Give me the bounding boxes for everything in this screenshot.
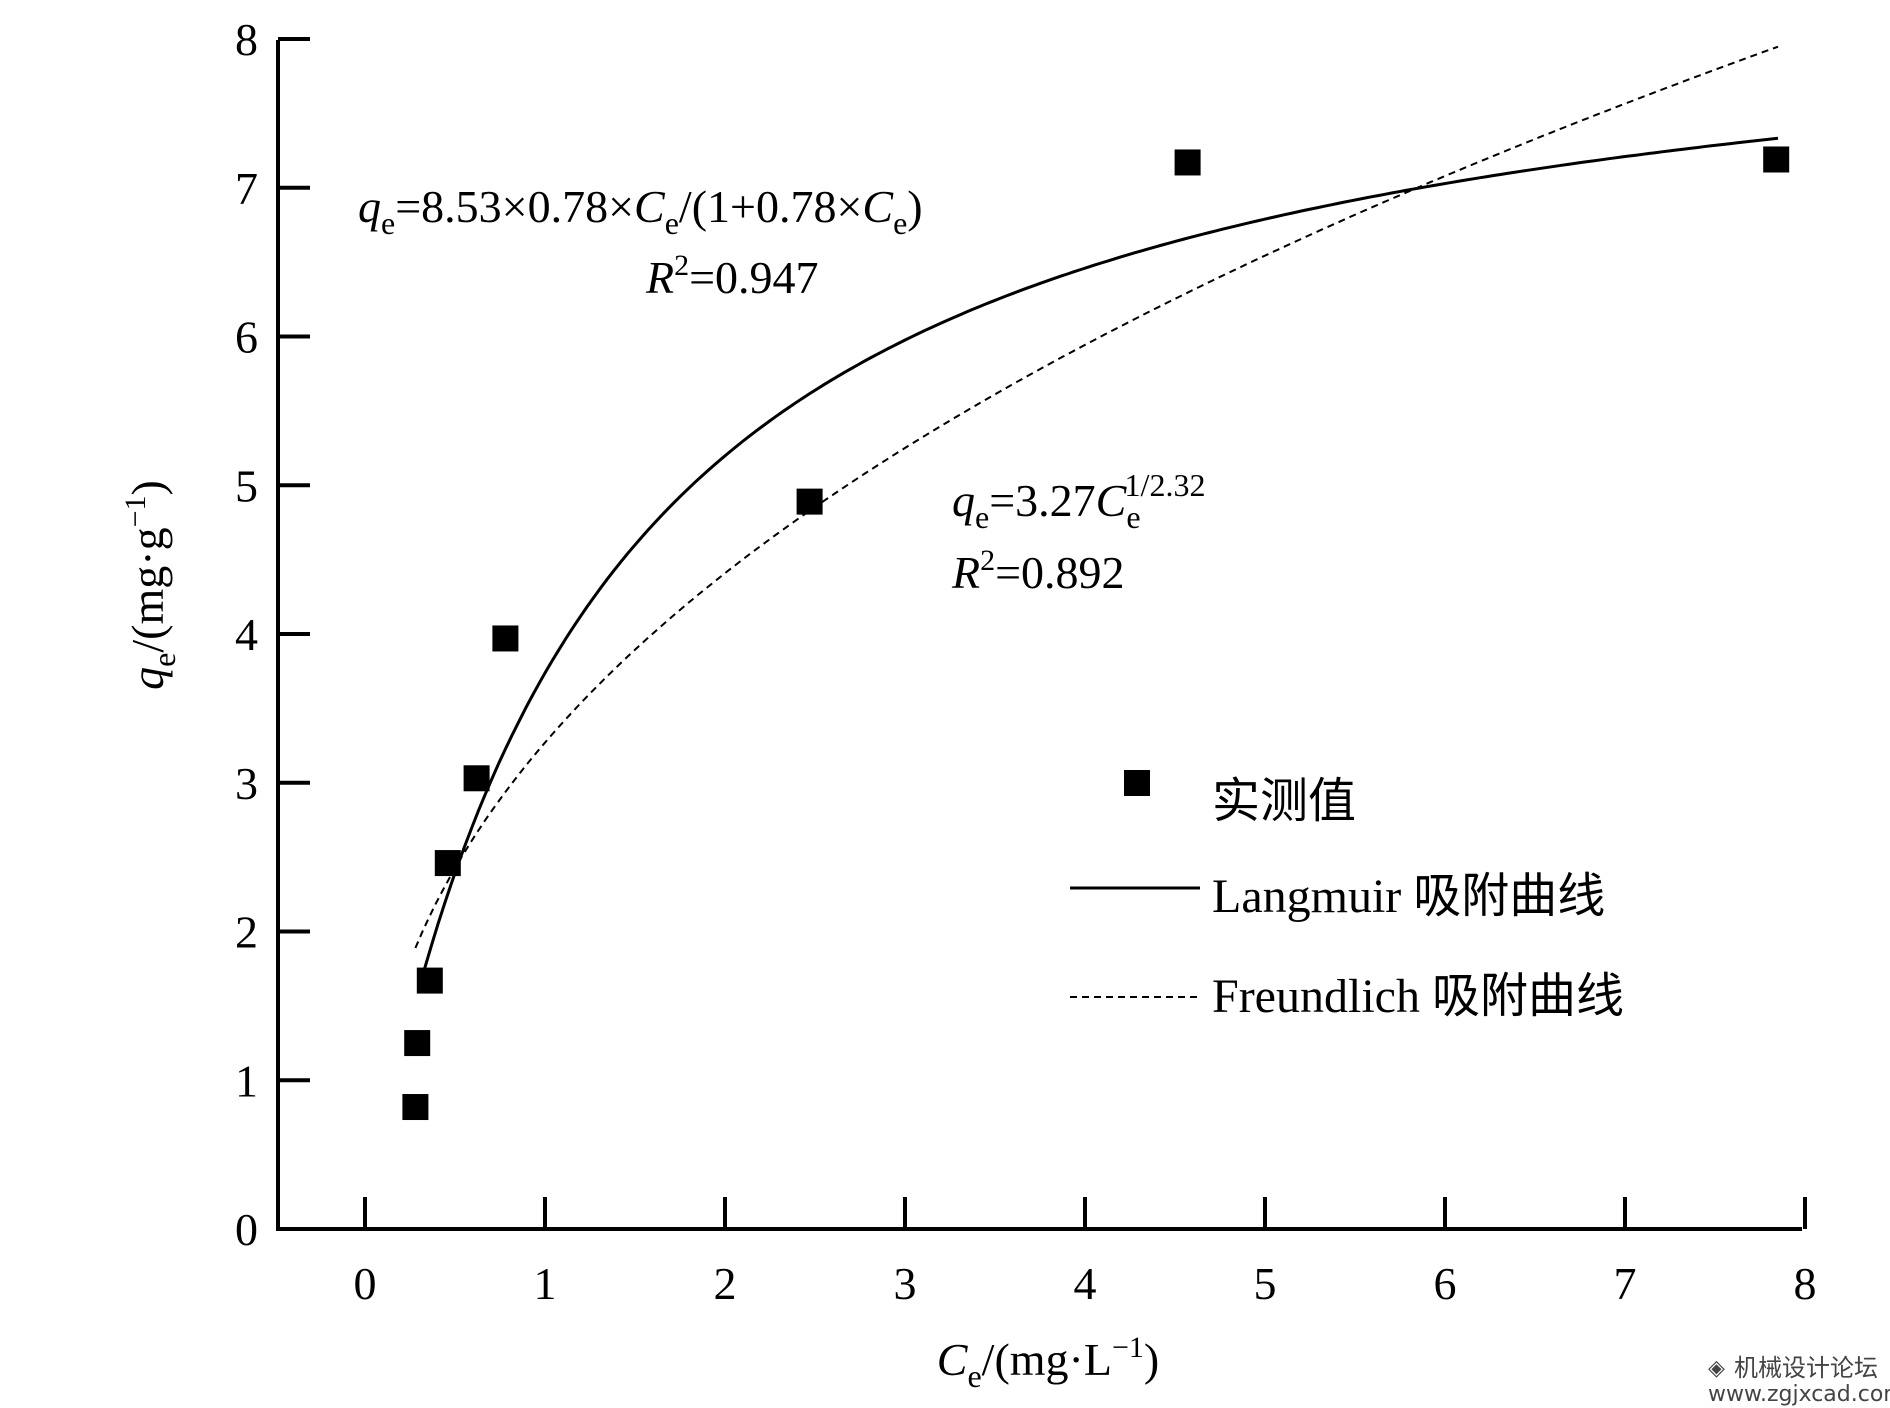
data-point-8 <box>1174 149 1201 176</box>
measured-points <box>402 146 1790 1121</box>
data-point-2 <box>404 1030 431 1057</box>
data-point-6 <box>492 625 519 652</box>
x-axis-ticks: 0 1 2 3 4 5 6 7 8 <box>354 1197 1817 1309</box>
data-point-7 <box>796 488 823 515</box>
x-tick-label-7: 7 <box>1614 1258 1637 1309</box>
x-tick-label-5: 5 <box>1254 1258 1277 1309</box>
data-point-1 <box>402 1094 429 1121</box>
y-tick-label-5: 5 <box>235 460 258 511</box>
x-tick-label-6: 6 <box>1434 1258 1457 1309</box>
y-tick-label-7: 7 <box>235 163 258 214</box>
legend: 实测值 Langmuir 吸附曲线 Freundlich 吸附曲线 <box>1070 770 1624 1023</box>
x-axis-label: Ce/(mg·L−1) <box>937 1331 1159 1394</box>
x-tick-label-0: 0 <box>354 1258 377 1309</box>
legend-label-langmuir: Langmuir 吸附曲线 <box>1212 870 1605 923</box>
y-tick-label-3: 3 <box>235 758 258 809</box>
watermark-url: www.zgjxcad.com <box>1708 1382 1890 1407</box>
freundlich-equation: qe=3.27Ce1/2.32 <box>952 467 1205 535</box>
x-tick-label-1: 1 <box>534 1258 557 1309</box>
fit-curves <box>414 45 1779 970</box>
freundlich-r2: R2=0.892 <box>951 544 1125 598</box>
data-point-5 <box>463 765 490 792</box>
langmuir-r2: R2=0.947 <box>645 249 819 303</box>
y-axis-ticks: 0 1 2 3 4 5 6 7 8 <box>235 14 310 1255</box>
freundlich-fit-curve <box>414 45 1779 949</box>
watermark-logo-icon: ◈ <box>1708 1356 1725 1381</box>
data-point-9 <box>1763 146 1790 173</box>
y-tick-label-4: 4 <box>235 609 258 660</box>
x-tick-label-2: 2 <box>714 1258 737 1309</box>
y-tick-label-8: 8 <box>235 14 258 65</box>
legend-marker-measured <box>1124 770 1150 796</box>
data-point-3 <box>416 967 443 994</box>
y-axis-label: qe/(mg·g−1) <box>119 480 182 690</box>
y-tick-label-6: 6 <box>235 312 258 363</box>
x-tick-label-3: 3 <box>894 1258 917 1309</box>
y-tick-label-0: 0 <box>235 1204 258 1255</box>
watermark: ◈ 机械设计论坛 www.zgjxcad.com <box>1708 1354 1890 1407</box>
y-tick-label-2: 2 <box>235 907 258 958</box>
legend-label-measured: 实测值 <box>1212 775 1356 828</box>
legend-label-freundlich: Freundlich 吸附曲线 <box>1212 970 1624 1023</box>
data-point-4 <box>434 850 461 877</box>
x-tick-label-4: 4 <box>1074 1258 1097 1309</box>
watermark-title: 机械设计论坛 <box>1734 1354 1878 1382</box>
langmuir-equation: qe=8.53×0.78×Ce/(1+0.78×Ce) <box>358 181 923 241</box>
y-tick-label-1: 1 <box>235 1055 258 1106</box>
langmuir-fit-curve <box>422 136 1779 970</box>
x-tick-label-8: 8 <box>1794 1258 1817 1309</box>
